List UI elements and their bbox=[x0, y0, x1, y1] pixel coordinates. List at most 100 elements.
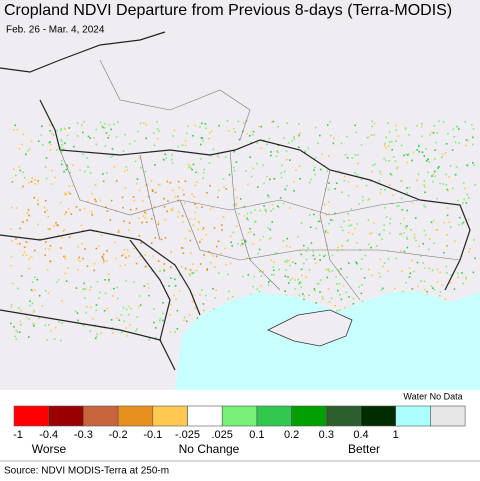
pixel bbox=[396, 205, 398, 207]
pixel bbox=[368, 268, 370, 271]
pixel bbox=[143, 285, 146, 287]
legend-swatch bbox=[83, 405, 119, 427]
pixel bbox=[64, 257, 66, 260]
pixel bbox=[78, 256, 81, 259]
pixel bbox=[357, 162, 359, 165]
pixel bbox=[215, 245, 218, 248]
pixel bbox=[115, 180, 118, 182]
pixel bbox=[91, 212, 93, 215]
pixel bbox=[19, 320, 22, 323]
pixel bbox=[449, 282, 451, 284]
pixel bbox=[442, 153, 444, 155]
pixel bbox=[330, 297, 333, 300]
pixel bbox=[356, 154, 359, 156]
pixel bbox=[69, 171, 71, 174]
pixel bbox=[203, 168, 206, 171]
pixel bbox=[396, 167, 398, 170]
pixel bbox=[195, 269, 198, 272]
pixel bbox=[66, 164, 69, 167]
pixel bbox=[30, 140, 33, 143]
pixel bbox=[222, 216, 225, 218]
pixel bbox=[391, 174, 393, 177]
pixel bbox=[123, 220, 125, 222]
pixel bbox=[391, 148, 393, 151]
pixel bbox=[235, 161, 238, 163]
pixel bbox=[188, 229, 191, 232]
pixel bbox=[93, 137, 95, 139]
pixel bbox=[338, 270, 340, 273]
pixel bbox=[46, 269, 49, 271]
pixel bbox=[129, 208, 132, 211]
pixel bbox=[171, 209, 174, 212]
pixel bbox=[45, 290, 47, 292]
pixel bbox=[312, 250, 314, 253]
pixel bbox=[61, 140, 63, 142]
pixel bbox=[241, 239, 243, 241]
pixel bbox=[159, 270, 161, 272]
pixel bbox=[49, 124, 51, 127]
pixel bbox=[199, 158, 202, 160]
pixel bbox=[62, 148, 65, 150]
pixel bbox=[117, 297, 119, 300]
pixel bbox=[177, 215, 179, 218]
pixel bbox=[298, 294, 301, 297]
pixel bbox=[107, 137, 110, 139]
pixel bbox=[185, 320, 188, 323]
pixel bbox=[299, 132, 301, 135]
pixel bbox=[127, 305, 130, 308]
pixel bbox=[31, 177, 33, 179]
pixel bbox=[47, 215, 50, 218]
pixel bbox=[402, 290, 404, 293]
pixel bbox=[14, 174, 17, 177]
pixel bbox=[18, 331, 21, 333]
pixel bbox=[422, 262, 424, 264]
pixel bbox=[444, 152, 447, 154]
pixel bbox=[117, 231, 120, 233]
pixel bbox=[401, 270, 403, 273]
pixel bbox=[337, 289, 339, 292]
pixel bbox=[411, 259, 413, 262]
pixel bbox=[112, 332, 114, 334]
pixel bbox=[465, 276, 467, 279]
pixel bbox=[453, 288, 456, 290]
pixel bbox=[96, 281, 99, 283]
pixel bbox=[32, 281, 34, 283]
pixel bbox=[69, 192, 72, 195]
pixel bbox=[355, 261, 357, 263]
pixel bbox=[184, 237, 187, 240]
pixel bbox=[22, 133, 25, 136]
pixel bbox=[55, 221, 57, 224]
pixel bbox=[258, 248, 261, 251]
pixel bbox=[404, 128, 407, 130]
pixel bbox=[347, 262, 350, 264]
pixel bbox=[16, 128, 19, 131]
pixel bbox=[315, 302, 317, 304]
legend-swatch bbox=[325, 405, 362, 427]
pixel bbox=[334, 304, 336, 307]
pixel bbox=[345, 291, 348, 294]
pixel bbox=[49, 260, 52, 263]
pixel bbox=[303, 295, 306, 297]
pixel bbox=[192, 263, 194, 265]
pixel bbox=[269, 237, 272, 239]
pixel bbox=[213, 308, 215, 310]
pixel bbox=[341, 245, 343, 247]
pixel bbox=[358, 286, 361, 288]
pixel bbox=[153, 205, 156, 208]
pixel bbox=[206, 268, 209, 270]
pixel bbox=[472, 143, 474, 146]
pixel bbox=[138, 189, 141, 192]
pixel bbox=[245, 170, 247, 172]
pixel bbox=[244, 239, 246, 242]
pixel bbox=[367, 219, 370, 221]
pixel bbox=[54, 176, 56, 179]
pixel bbox=[50, 183, 53, 185]
pixel bbox=[75, 206, 78, 208]
pixel bbox=[245, 240, 247, 243]
pixel bbox=[246, 212, 249, 215]
pixel bbox=[283, 137, 285, 139]
pixel bbox=[64, 272, 67, 275]
pixel bbox=[126, 249, 129, 251]
legend-swatch bbox=[256, 405, 292, 427]
pixel bbox=[424, 206, 427, 208]
